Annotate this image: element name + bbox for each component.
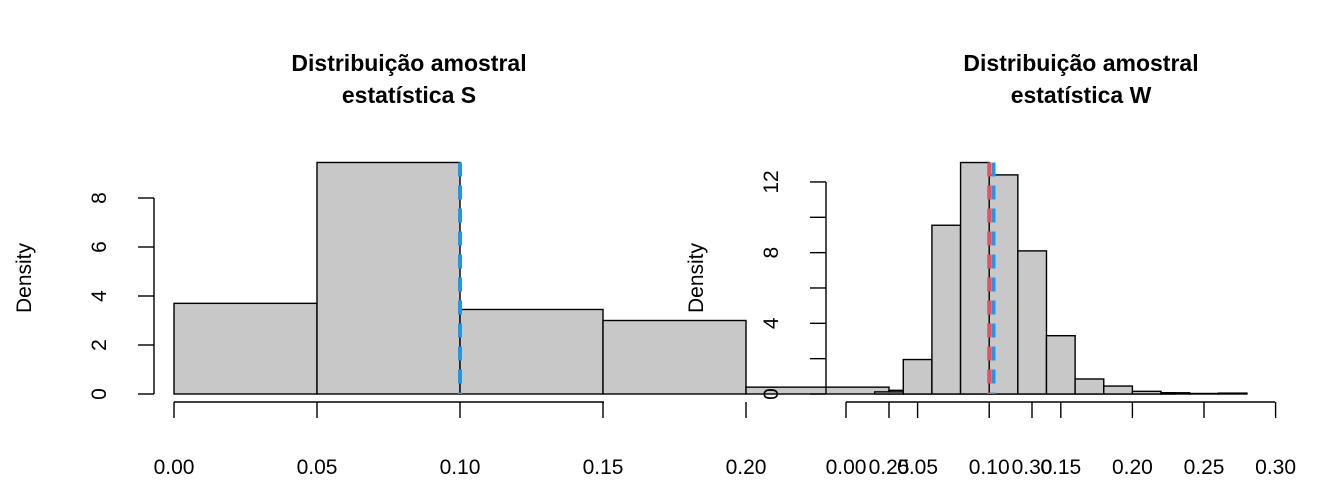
histogram-bar xyxy=(873,391,904,395)
histogram-bar xyxy=(316,161,461,395)
histogram-bar xyxy=(459,308,604,395)
y-tick-label: 0 xyxy=(760,388,783,400)
x-axis: 0.00 0.05 0.10 0.15 0.20 0.25 0.30 xyxy=(154,401,1053,479)
x-tick-label: 0.15 xyxy=(1040,456,1081,479)
histogram-bar xyxy=(1131,390,1162,395)
x-tick-label: 0.10 xyxy=(440,456,481,479)
x-tick-label: 0.20 xyxy=(726,456,767,479)
histogram-bar xyxy=(931,224,962,395)
y-tick-label: 12 xyxy=(760,170,783,193)
x-tick-label: 0.30 xyxy=(1255,456,1296,479)
histogram-bar xyxy=(1217,392,1248,395)
chart-title-line1: Distribuição amostral xyxy=(291,50,526,76)
y-tick-label: 0 xyxy=(88,388,111,400)
histogram-bar xyxy=(1188,392,1220,395)
chart-title-line2: estatística S xyxy=(342,82,476,108)
x-axis: 0.00 0.05 0.10 0.15 0.20 0.25 0.30 xyxy=(826,401,1296,479)
x-tick-label: 0.10 xyxy=(969,456,1010,479)
histogram-bar xyxy=(1017,250,1048,395)
y-axis: 0 4 8 12 xyxy=(760,170,827,400)
histogram-bar xyxy=(1160,392,1191,395)
histogram-bars xyxy=(173,161,1176,395)
histogram-bar xyxy=(602,319,747,395)
x-tick-label: 0.15 xyxy=(583,456,624,479)
x-tick-label: 0.00 xyxy=(154,456,195,479)
y-tick-label: 4 xyxy=(760,317,783,329)
y-tick-label: 8 xyxy=(760,247,783,259)
y-axis-label: Density xyxy=(13,242,36,313)
histogram-bar xyxy=(1074,378,1105,395)
y-tick-label: 4 xyxy=(88,290,111,302)
histogram-bar xyxy=(173,302,318,395)
x-tick-label: 0.00 xyxy=(826,456,867,479)
histogram-bar xyxy=(902,358,933,395)
x-tick-label: 0.30 xyxy=(1012,456,1053,479)
histogram-bar xyxy=(1103,385,1134,395)
histogram-bar xyxy=(1045,334,1076,395)
y-tick-label: 8 xyxy=(88,192,111,204)
x-tick-label: 0.05 xyxy=(897,456,938,479)
x-tick-label: 0.05 xyxy=(297,456,338,479)
y-axis-label: Density xyxy=(685,242,708,313)
chart-title-line1: Distribuição amostral xyxy=(963,50,1198,76)
y-axis: 0 2 4 6 8 xyxy=(88,192,155,400)
x-tick-label: 0.25 xyxy=(1184,456,1225,479)
histogram-bar xyxy=(959,161,990,395)
x-tick-label: 0.20 xyxy=(1112,456,1153,479)
x-tick-label: 0.25 xyxy=(869,456,910,479)
y-tick-label: 2 xyxy=(88,339,111,351)
y-tick-label: 6 xyxy=(88,241,111,253)
histogram-panel-s: Distribuição amostral estatística S Dens… xyxy=(13,50,1176,479)
histogram-bars xyxy=(873,161,1248,395)
chart-title-line2: estatística W xyxy=(1011,82,1152,108)
histogram-panel-w: Distribuição amostral estatística W Dens… xyxy=(685,50,1296,479)
reference-lines xyxy=(987,162,996,394)
